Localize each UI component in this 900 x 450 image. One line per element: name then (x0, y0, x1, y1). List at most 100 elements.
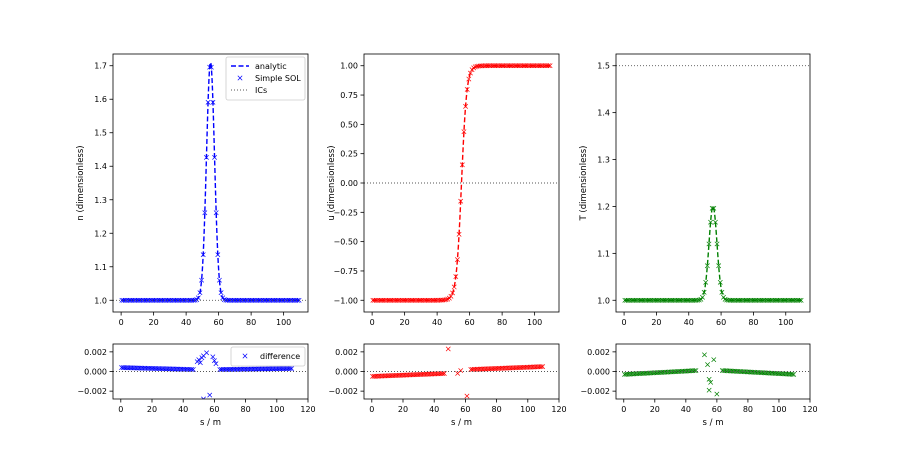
solution-marker (466, 76, 472, 82)
x-tick-label: 20 (650, 405, 660, 414)
solution-marker (200, 252, 206, 258)
legend-label: ICs (255, 86, 267, 95)
x-axis-label: s / m (200, 418, 221, 428)
solution-marker (711, 205, 717, 211)
y-tick-label: 1.3 (94, 196, 107, 205)
y-tick-label: −0.25 (333, 208, 358, 217)
y-tick-label: 0.002 (335, 348, 358, 357)
y-tick-label: 1.3 (597, 156, 610, 165)
difference-marker (702, 352, 707, 358)
solution-marker (456, 231, 462, 237)
legend-label: difference (260, 352, 300, 361)
y-tick-label: 1.7 (94, 62, 107, 71)
y-axis-label: T (dimensionless) (579, 145, 589, 221)
axes-frame (615, 53, 811, 313)
x-tick-label: 40 (681, 405, 691, 414)
x-tick-label: 0 (621, 405, 626, 414)
y-tick-label: −0.002 (580, 387, 610, 396)
difference-marker (706, 376, 712, 382)
solution-marker (216, 277, 222, 283)
y-tick-label: 1.2 (94, 229, 107, 238)
solution-marker (714, 241, 720, 247)
solution-marker (451, 284, 457, 290)
y-tick-label: −0.002 (328, 387, 358, 396)
solution-marker (706, 241, 712, 247)
x-axis-label: s / m (451, 418, 472, 428)
solution-marker (210, 99, 216, 105)
solution-marker (717, 279, 723, 285)
solution-marker (704, 263, 710, 269)
x-tick-label: 100 (276, 318, 291, 327)
legend-label: analytic (255, 62, 287, 71)
x-tick-label: 80 (497, 318, 507, 327)
solution-marker (797, 297, 802, 303)
x-tick-label: 0 (119, 318, 124, 327)
difference-marker (211, 358, 217, 364)
difference-marker (287, 366, 293, 372)
legend: difference (230, 346, 306, 367)
difference-marker (441, 371, 447, 376)
x-tick-label: 120 (551, 405, 566, 414)
x-tick-label: 100 (771, 405, 786, 414)
solution-marker (205, 99, 211, 105)
solution-marker (192, 297, 198, 303)
x-tick-label: 80 (241, 405, 251, 414)
x-axis-label: s / m (703, 418, 724, 428)
solution-marker (695, 297, 701, 303)
solution-marker (464, 86, 470, 92)
solution-marker (195, 295, 201, 301)
x-tick-label: 60 (716, 318, 726, 327)
solution-marker (294, 297, 300, 303)
x-tick-label: 60 (214, 318, 224, 327)
difference-marker (445, 346, 451, 352)
x-tick-label: 60 (712, 405, 722, 414)
y-tick-label: 1.4 (94, 162, 107, 171)
difference-marker (464, 393, 470, 399)
y-tick-label: 0.000 (84, 368, 107, 377)
difference-marker (197, 360, 203, 366)
difference-marker (540, 364, 546, 370)
solution-marker (454, 257, 460, 263)
x-tick-label: 40 (684, 318, 694, 327)
difference-marker (210, 354, 216, 360)
x-tick-label: 120 (300, 405, 315, 414)
solution-marker (712, 219, 718, 225)
solution-marker (207, 64, 213, 70)
plot-area (364, 346, 559, 399)
difference-marker (693, 368, 699, 374)
y-tick-label: 1.4 (597, 109, 610, 118)
x-tick-label: 60 (460, 405, 470, 414)
difference-marker (791, 371, 797, 377)
solution-marker (215, 252, 221, 258)
y-tick-label: −0.002 (77, 387, 107, 396)
solution-marker (461, 129, 467, 135)
y-axis-label: u (dimensionless) (327, 145, 337, 220)
solution-marker (213, 210, 219, 216)
chart-panel-6: 0 20 40 60 80 100 120 −0.002 0.000 0.002 s / m (580, 343, 818, 428)
y-tick-label: 0.002 (84, 348, 107, 357)
y-tick-label: 0.000 (587, 368, 610, 377)
x-tick-label: 20 (651, 318, 661, 327)
difference-marker (714, 391, 720, 397)
y-tick-label: 0.00 (340, 179, 358, 188)
solution-marker (709, 205, 715, 211)
chart-panel-5: 0 20 40 60 80 100 120 −0.002 0.000 0.002 s / m (328, 343, 567, 428)
y-tick-label: 1.5 (597, 62, 610, 71)
x-tick-label: 0 (369, 405, 374, 414)
difference-marker (711, 357, 717, 363)
legend-label: Simple SOL (255, 74, 301, 83)
y-tick-label: 0.002 (587, 348, 610, 357)
x-tick-label: 80 (743, 405, 753, 414)
solution-marker (453, 274, 459, 280)
difference-marker (705, 362, 711, 368)
x-tick-label: 20 (400, 318, 410, 327)
difference-marker (706, 387, 712, 393)
analytic-line (624, 205, 802, 301)
difference-marker (213, 361, 219, 367)
solution-marker (719, 289, 725, 295)
solution-marker (722, 296, 728, 302)
y-tick-label: 1.2 (597, 202, 610, 211)
legend-swatch (242, 353, 248, 359)
x-tick-label: 80 (246, 318, 256, 327)
difference-marker (708, 379, 714, 385)
